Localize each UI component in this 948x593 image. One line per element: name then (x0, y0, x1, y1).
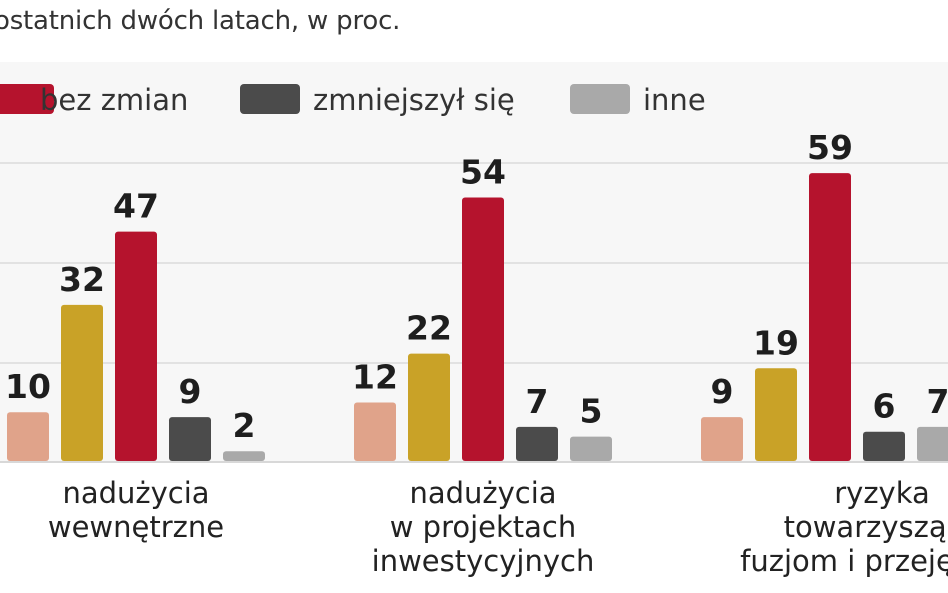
value-label-g0-s1: 32 (59, 260, 105, 299)
value-label-g0-s0: 10 (5, 367, 51, 406)
category-label-2-line-2: fuzjom i przejęciom (740, 544, 948, 578)
value-label-g1-s3: 7 (526, 382, 549, 421)
bar-g0-s0 (7, 412, 49, 461)
value-label-g0-s3: 9 (179, 372, 202, 411)
category-label-1-line-1: w projektach (390, 510, 577, 544)
value-label-g1-s2: 54 (460, 152, 506, 191)
legend-swatch-3 (240, 84, 300, 114)
chart-subtitle: ostatnich dwóch latach, w proc. (0, 6, 401, 36)
category-label-0-line-0: nadużycia (62, 476, 209, 510)
bar-g2-s0 (701, 417, 743, 461)
legend-swatch-2 (0, 84, 54, 114)
category-label-2-line-1: towarzyszące (784, 510, 948, 544)
value-label-g2-s4: 7 (927, 382, 948, 421)
bar-g0-s4 (223, 451, 265, 461)
value-label-g0-s2: 47 (113, 187, 159, 226)
value-label-g0-s4: 2 (233, 406, 256, 445)
bar-g0-s3 (169, 417, 211, 461)
value-label-g1-s1: 22 (406, 309, 452, 348)
bar-g1-s0 (354, 402, 396, 461)
category-label-2-line-0: ryzyka (834, 476, 930, 510)
bar-g1-s4 (570, 436, 612, 461)
value-label-g2-s3: 6 (873, 387, 896, 426)
bar-g1-s1 (408, 353, 450, 461)
bar-g0-s1 (61, 304, 103, 461)
value-label-g2-s2: 59 (807, 128, 853, 167)
category-label-1-line-2: inwestycyjnych (372, 544, 595, 578)
bars (7, 173, 948, 462)
bar-g2-s4 (917, 426, 948, 461)
category-label-1-line-0: nadużycia (409, 476, 556, 510)
legend-label-2: bez zmian (40, 83, 188, 117)
bar-g2-s3 (863, 431, 905, 461)
category-label-0-line-1: wewnętrzne (48, 510, 224, 544)
bar-g2-s2 (809, 173, 851, 461)
bar-g2-s1 (755, 368, 797, 461)
value-label-g2-s0: 9 (711, 372, 734, 411)
legend-swatch-4 (570, 84, 630, 114)
bar-g1-s2 (462, 197, 504, 462)
value-label-g1-s0: 12 (352, 357, 398, 396)
value-label-g2-s1: 19 (753, 323, 799, 362)
bar-g0-s2 (115, 231, 157, 461)
legend-label-3: zmniejszył się (313, 83, 515, 117)
bar-g1-s3 (516, 426, 558, 461)
legend-label-4: inne (643, 83, 706, 117)
value-label-g1-s4: 5 (580, 392, 603, 431)
legend: bez zmian zmniejszył się inne (0, 83, 706, 117)
